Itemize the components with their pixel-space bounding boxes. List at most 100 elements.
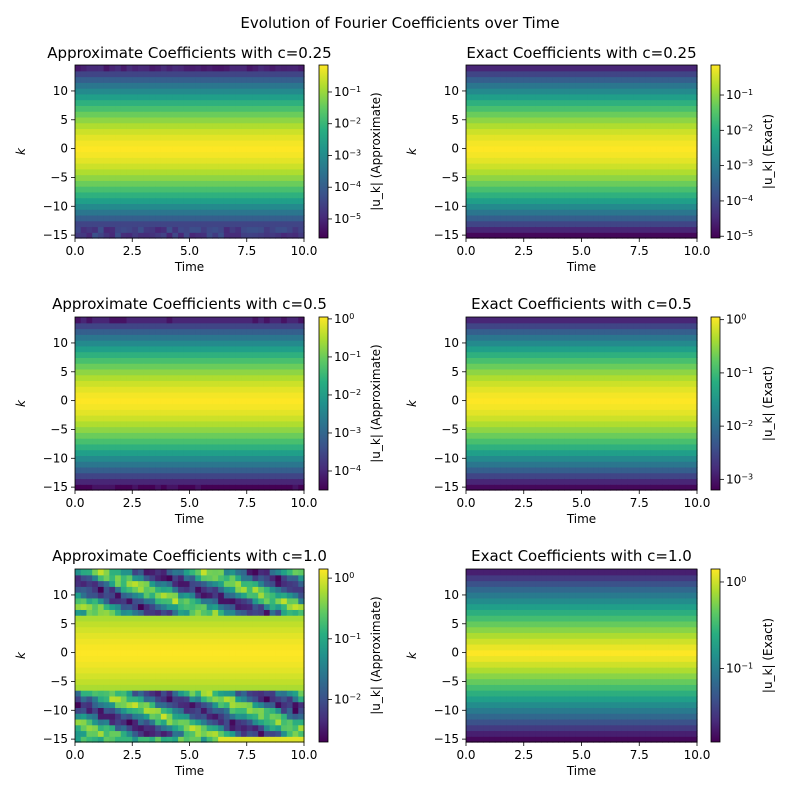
heatmap-cell [183, 478, 191, 485]
heatmap-cell [581, 105, 588, 112]
heatmap-cell [149, 93, 156, 101]
heatmap-cell [587, 403, 594, 410]
heatmap-cell [132, 214, 139, 222]
heatmap-cell [466, 449, 473, 456]
heatmap-cell [581, 116, 588, 124]
heatmap-cell [471, 122, 479, 130]
heatmap-cell [80, 139, 88, 147]
heatmap-cell [212, 168, 219, 176]
heatmap-cell [621, 322, 629, 330]
heatmap-cell [235, 438, 242, 445]
heatmap-cell [206, 397, 213, 405]
heatmap-cell [229, 93, 236, 101]
heatmap-cell [263, 214, 271, 222]
heatmap-cell [178, 128, 185, 135]
heatmap-cell [206, 105, 213, 112]
heatmap-cell [252, 180, 259, 187]
heatmap-cell [132, 203, 139, 210]
heatmap-cell [246, 397, 254, 405]
heatmap-cell [206, 391, 213, 399]
heatmap-cell [650, 484, 658, 491]
heatmap-cell [483, 403, 490, 410]
heatmap-cell [471, 111, 479, 118]
heatmap-cell [120, 403, 128, 410]
heatmap-cell [275, 116, 282, 124]
heatmap-cell [645, 88, 652, 95]
heatmap-cell [489, 322, 496, 330]
heatmap-cell [75, 180, 82, 187]
heatmap-cell [558, 168, 565, 176]
heatmap-cell [535, 397, 542, 405]
heatmap-cell [92, 88, 99, 95]
heatmap-cell [517, 65, 525, 72]
heatmap-cell [241, 157, 248, 164]
heatmap-cell [298, 145, 305, 153]
heatmap-cell [546, 232, 554, 239]
heatmap-cell [126, 122, 133, 130]
heatmap-cell [494, 334, 502, 341]
heatmap-cell [75, 145, 82, 153]
heatmap-cell [120, 105, 128, 112]
heatmap-cell [523, 203, 531, 210]
heatmap-cell [471, 128, 479, 135]
heatmap-cell [109, 209, 116, 216]
heatmap-cell [656, 478, 663, 485]
heatmap-cell [115, 157, 122, 164]
heatmap-cell [489, 420, 496, 428]
heatmap-cell [97, 157, 105, 164]
heatmap-cell [650, 357, 658, 364]
heatmap-cell [75, 643, 82, 651]
heatmap-cell [246, 368, 254, 376]
heatmap-cell [546, 168, 554, 176]
heatmap-cell [593, 220, 600, 228]
y-axis-label: k [14, 147, 28, 155]
heatmap-cell [477, 374, 484, 382]
heatmap-cell [575, 426, 583, 433]
heatmap-cell [541, 226, 548, 233]
heatmap-cell [466, 70, 473, 78]
heatmap-cell [229, 203, 236, 210]
heatmap-cell [160, 122, 168, 130]
heatmap-cell [115, 93, 122, 101]
heatmap-cell [298, 151, 305, 158]
heatmap-cell [546, 443, 554, 451]
heatmap-cell [206, 420, 213, 428]
heatmap-cell [86, 322, 93, 330]
heatmap-cell [92, 168, 99, 176]
heatmap-cell [529, 386, 536, 393]
heatmap-cell [269, 357, 276, 364]
heatmap-cell [126, 70, 133, 78]
heatmap-cell [275, 391, 282, 399]
heatmap-cell [235, 317, 242, 324]
heatmap-cell [610, 386, 617, 393]
heatmap-cell [137, 65, 145, 72]
heatmap-cell [206, 334, 213, 341]
heatmap-cell [92, 478, 99, 485]
heatmap-cell [650, 374, 658, 382]
colorbar-tick-label: 10−4 [334, 463, 361, 478]
heatmap-cell [639, 328, 646, 335]
heatmap-cell [581, 368, 588, 376]
heatmap-cell [489, 65, 496, 72]
heatmap-cell [80, 426, 88, 433]
heatmap-cell [178, 197, 185, 204]
heatmap-cell [178, 220, 185, 228]
heatmap-cell [252, 432, 259, 439]
heatmap-cell [172, 191, 179, 199]
heatmap-cell [92, 363, 99, 370]
heatmap-cell [546, 139, 554, 147]
heatmap-cell [80, 438, 88, 445]
heatmap-cell [541, 82, 548, 89]
heatmap-cell [166, 139, 173, 147]
heatmap-cell [552, 122, 559, 130]
heatmap-cell [166, 374, 173, 382]
x-tick-label: 10.0 [291, 496, 318, 510]
heatmap-cell [668, 168, 675, 176]
heatmap-cell [275, 438, 282, 445]
heatmap-cell [183, 191, 191, 199]
heatmap-cell [668, 345, 675, 353]
heatmap-cell [546, 82, 554, 89]
heatmap-cell [604, 70, 611, 78]
heatmap-cell [103, 363, 110, 370]
heatmap-cell [541, 357, 548, 364]
